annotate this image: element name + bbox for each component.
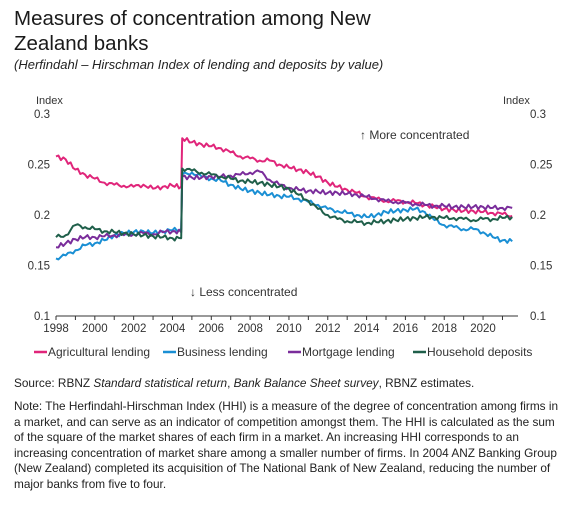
legend-label: Mortgage lending <box>302 345 395 359</box>
legend-label: Business lending <box>177 345 268 359</box>
annotation-less-concentrated: ↓ Less concentrated <box>190 285 297 299</box>
chart-title: Measures of concentration among New Zeal… <box>14 7 371 55</box>
y-axis-label-right: Index <box>503 95 530 107</box>
y-tick-label-left: 0.2 <box>34 210 50 222</box>
x-tick-label: 2014 <box>354 323 380 335</box>
source-suffix: , RBNZ estimates. <box>378 376 475 390</box>
legend-label: Agricultural lending <box>48 345 150 359</box>
chart-series <box>55 137 513 261</box>
x-tick-label: 2000 <box>82 323 108 335</box>
y-tick-label-right: 0.15 <box>530 261 552 273</box>
chart-subtitle: (Herfindahl – Hirschman Index of lending… <box>14 57 384 72</box>
x-tick-label: 2002 <box>121 323 147 335</box>
chart-legend: Agricultural lending Business lending Mort… <box>34 345 532 359</box>
footnote: Note: The Herfindahl-Hirschman Index (HH… <box>14 399 558 491</box>
legend-label: Household deposits <box>427 345 532 359</box>
source-separator: , <box>227 376 234 390</box>
source-standard-return: Standard statistical return <box>93 376 228 390</box>
series-line-agricultural-lending <box>55 137 513 218</box>
y-tick-label-right: 0.1 <box>530 311 546 323</box>
line-chart: Index Index 0.1 0.1 0.15 0.15 0.2 0.2 0.25 0.25 0.… <box>28 95 553 359</box>
y-tick-label-left: 0.25 <box>28 160 50 172</box>
y-tick-label-right: 0.2 <box>530 210 546 222</box>
x-tick-label: 2020 <box>470 323 496 335</box>
series-line-household-deposits <box>55 167 513 242</box>
source-note: Source: RBNZ Standard statistical return… <box>14 376 554 390</box>
x-tick-label: 2004 <box>160 323 186 335</box>
x-tick-label: 2008 <box>237 323 263 335</box>
y-tick-label-left: 0.15 <box>28 261 50 273</box>
y-tick-label-left: 0.3 <box>34 109 50 121</box>
series-line-mortgage-lending <box>55 169 513 249</box>
y-tick-label-left: 0.1 <box>34 311 50 323</box>
x-tick-label: 2010 <box>276 323 302 335</box>
source-prefix: Source: RBNZ <box>14 376 94 390</box>
x-tick-label: 2016 <box>393 323 419 335</box>
y-axis-label-left: Index <box>36 95 63 107</box>
annotation-more-concentrated: ↑ More concentrated <box>360 128 469 142</box>
x-tick-label: 1998 <box>43 323 69 335</box>
y-tick-label-right: 0.3 <box>530 109 546 121</box>
chart-axes: Index Index 0.1 0.1 0.15 0.15 0.2 0.2 0.25 0.25 0.… <box>28 95 553 335</box>
y-tick-label-right: 0.25 <box>530 160 552 172</box>
source-balance-sheet: Bank Balance Sheet survey <box>233 376 379 390</box>
x-tick-label: 2012 <box>315 323 341 335</box>
x-tick-label: 2006 <box>198 323 224 335</box>
x-tick-label: 2018 <box>431 323 457 335</box>
